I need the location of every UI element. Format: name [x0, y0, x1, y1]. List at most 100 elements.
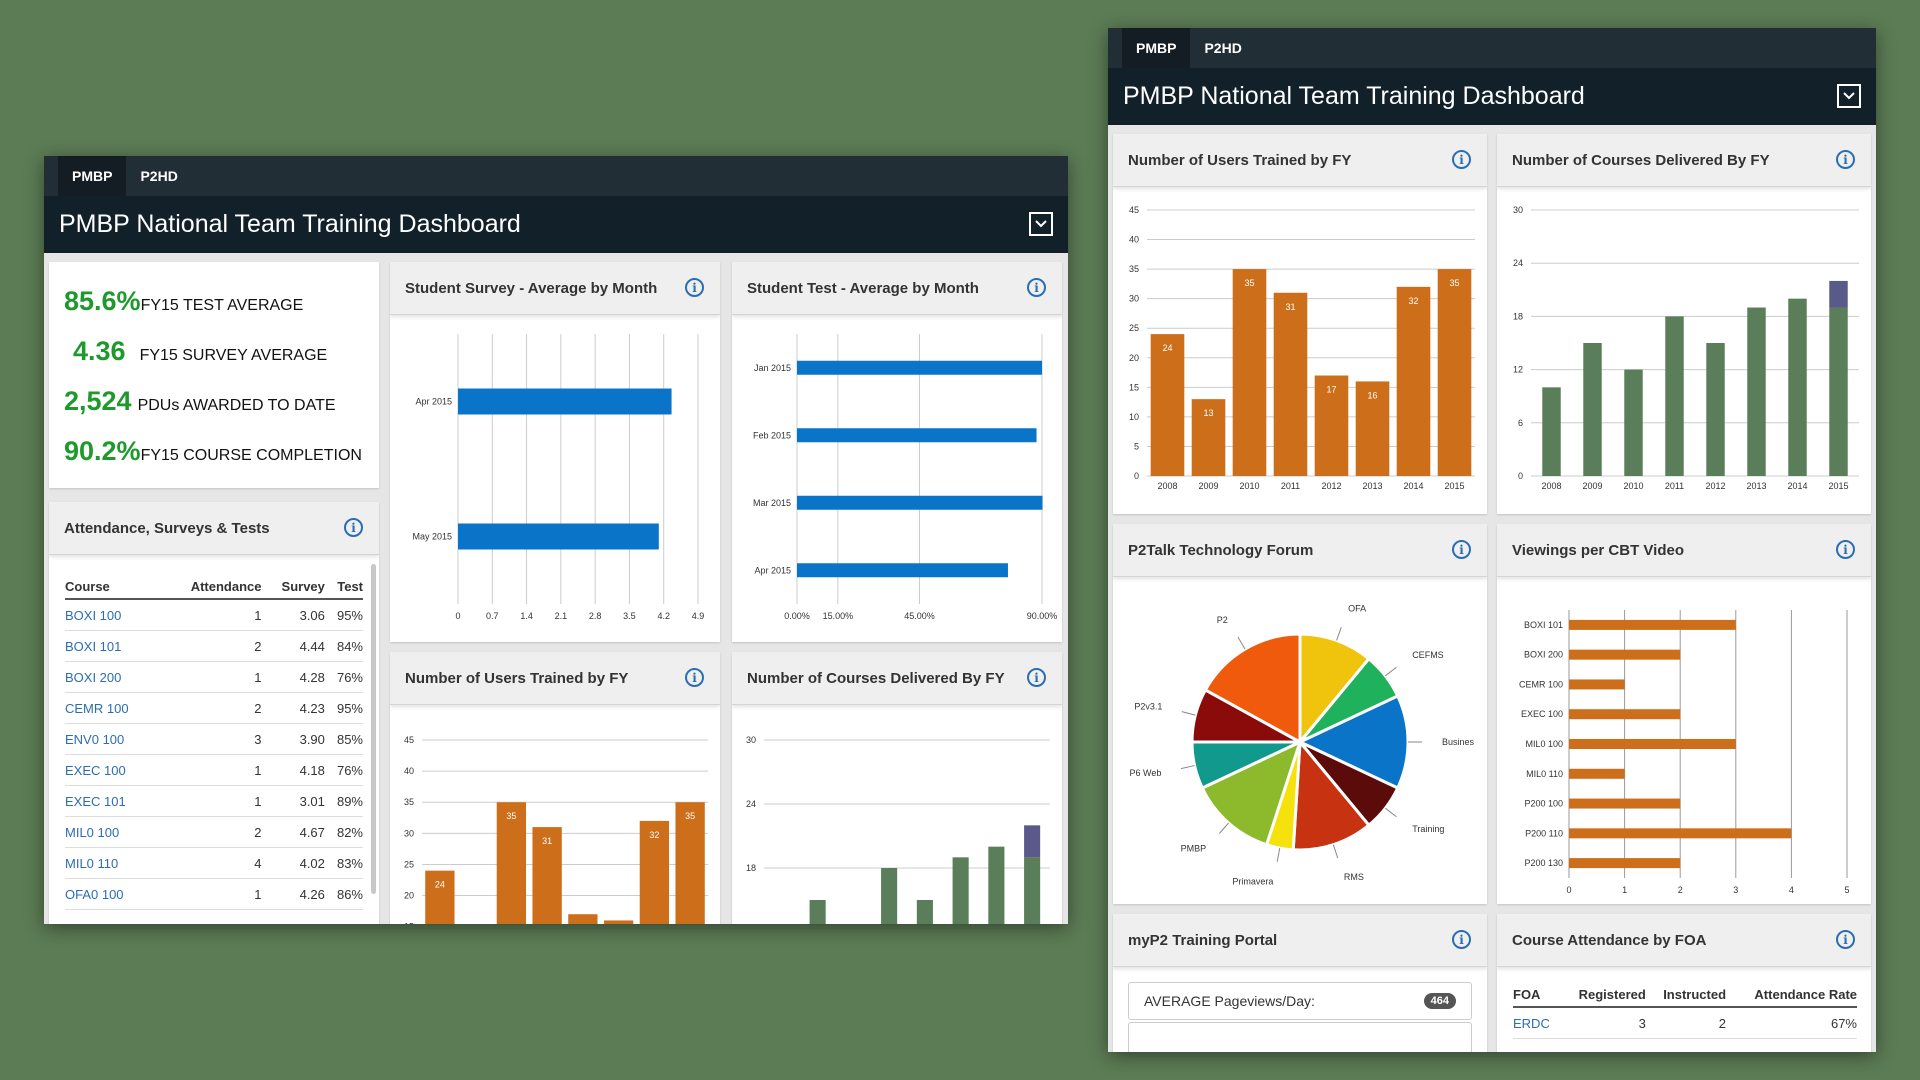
course-link[interactable]: CEMR 100 — [65, 692, 158, 724]
test-value: 86% — [324, 878, 363, 910]
info-icon[interactable]: i — [1836, 150, 1855, 169]
info-icon[interactable]: i — [1452, 150, 1471, 169]
x-tick-label: 2015 — [1444, 481, 1464, 491]
course-link[interactable]: BOXI 101 — [65, 630, 158, 662]
x-tick-label: 3.5 — [623, 611, 636, 621]
panel-header: Number of Users Trained by FY i — [1113, 134, 1487, 187]
col-test[interactable]: Test — [324, 568, 363, 600]
test-value: 76% — [324, 661, 363, 693]
bar — [1191, 399, 1226, 476]
course-link[interactable]: ENV0 100 — [65, 723, 158, 755]
info-icon[interactable]: i — [685, 668, 704, 687]
attendance-value: 2 — [157, 692, 262, 724]
scrollbar[interactable] — [371, 564, 376, 894]
stat-label: FY15 SURVEY AVERAGE — [139, 347, 328, 364]
bar — [603, 920, 634, 924]
collapse-button[interactable] — [1837, 84, 1861, 108]
col-attendance-rate[interactable]: Attendance Rate — [1726, 976, 1857, 1008]
info-icon[interactable]: i — [1027, 278, 1046, 297]
pie-leader-line — [1336, 627, 1342, 641]
col-attendance[interactable]: Attendance — [157, 568, 262, 600]
panel-header: Student Test - Average by Month i — [732, 262, 1062, 315]
collapse-button[interactable] — [1029, 212, 1053, 236]
bar — [1569, 858, 1681, 869]
tab-p2hd[interactable]: P2HD — [1204, 40, 1242, 56]
y-tick-label: 24 — [1513, 258, 1523, 268]
x-tick-label: 3 — [1733, 885, 1738, 895]
y-tick-label: 20 — [1129, 353, 1139, 363]
users-trained-panel: Number of Users Trained by FY i 0 5 10 15 20… — [1113, 134, 1487, 514]
course-link[interactable]: MIL0 100 — [65, 816, 158, 848]
bar — [916, 900, 933, 924]
panel-title: Student Survey - Average by Month — [405, 279, 658, 297]
y-tick-label: 30 — [1129, 294, 1139, 304]
data-label: 35 — [1449, 278, 1459, 288]
x-tick-label: 4.9 — [692, 611, 705, 621]
course-link[interactable]: MIL0 110 — [65, 847, 158, 879]
foa-link[interactable]: ERDC — [1513, 1007, 1561, 1039]
pie-slice — [1296, 694, 1410, 790]
bar — [797, 563, 1008, 578]
col-registered[interactable]: Registered — [1560, 976, 1646, 1008]
course-link[interactable]: BOXI 100 — [65, 599, 158, 631]
y-tick-label: CEMR 100 — [1519, 679, 1563, 689]
panel-header: Student Survey - Average by Month i — [390, 262, 720, 315]
bar — [1569, 649, 1681, 660]
info-icon[interactable]: i — [1027, 668, 1046, 687]
attendance-value: 3 — [157, 723, 262, 755]
pie-leader-line — [1276, 847, 1281, 862]
tab-p2hd[interactable]: P2HD — [140, 168, 178, 184]
panel-title: Number of Courses Delivered By FY — [747, 669, 1005, 687]
panel-header: Number of Users Trained by FY i — [390, 652, 720, 705]
col-foa[interactable]: FOA — [1513, 976, 1561, 1008]
survey-chart: 0 0.7 1.4 2.1 2.8 3.5 4.2 4.9 Apr 2015 May 2015 — [412, 334, 705, 621]
data-label: 35 — [1244, 278, 1254, 288]
x-tick-label: 2011 — [1281, 481, 1300, 491]
course-link[interactable]: EXEC 100 — [65, 754, 158, 786]
instructed-value: 2 — [1645, 1007, 1727, 1039]
x-tick-label: 5 — [1844, 885, 1849, 895]
pie-label: CEFMS — [1412, 650, 1444, 660]
survey-value: 4.26 — [261, 878, 325, 910]
y-tick-label: P200 110 — [1525, 828, 1563, 838]
col-survey[interactable]: Survey — [261, 568, 325, 600]
bar — [1624, 369, 1643, 476]
y-tick-label: 30 — [1513, 205, 1523, 215]
stat-pdus-awarded: 2,524 PDUs AWARDED TO DATE — [64, 386, 336, 417]
cbt-video-panel: Viewings per CBT Video i 0 1 2 3 4 5 BOXI 101 B… — [1497, 524, 1871, 904]
tab-pmbp[interactable]: PMBP — [1122, 28, 1191, 68]
y-tick-label: 0 — [1134, 471, 1139, 481]
stat-value: 85.6% — [64, 286, 141, 316]
courses-delivered-panel: Number of Courses Delivered By FY i 0 6 12… — [1497, 134, 1871, 514]
test-value: 84% — [324, 630, 363, 662]
info-icon[interactable]: i — [1836, 540, 1855, 559]
info-icon[interactable]: i — [1452, 540, 1471, 559]
panel-title: Viewings per CBT Video — [1512, 541, 1684, 559]
y-tick-label: 5 — [1134, 441, 1139, 451]
table-row: EXEC 100 1 4.18 76% — [65, 754, 363, 786]
col-course[interactable]: Course — [65, 568, 158, 600]
y-tick-label: MIL0 110 — [1526, 769, 1563, 779]
info-icon[interactable]: i — [1836, 930, 1855, 949]
bar — [496, 802, 527, 924]
forum-pie-chart: OFA CEFMS Busines Training RMS Primavera PMBP P… — [1130, 603, 1475, 886]
info-icon[interactable]: i — [1452, 930, 1471, 949]
stat-label: FY15 COURSE COMPLETION — [140, 447, 362, 464]
y-tick-label: MIL0 100 — [1525, 739, 1563, 749]
pie-leader-line — [1180, 765, 1195, 770]
bar — [1569, 798, 1681, 809]
tab-pmbp[interactable]: PMBP — [58, 156, 127, 196]
panel-header: Number of Courses Delivered By FY i — [732, 652, 1062, 705]
course-link[interactable]: BOXI 200 — [65, 661, 158, 693]
info-icon[interactable]: i — [344, 518, 363, 537]
bar — [1583, 343, 1602, 476]
test-value: 83% — [324, 847, 363, 879]
col-instructed[interactable]: Instructed — [1645, 976, 1727, 1008]
course-link[interactable]: EXEC 101 — [65, 785, 158, 817]
bar — [1232, 269, 1267, 476]
course-link[interactable]: OFA0 100 — [65, 878, 158, 910]
info-icon[interactable]: i — [685, 278, 704, 297]
panel-header: Number of Courses Delivered By FY i — [1497, 134, 1871, 187]
x-tick-label: 0.00% — [784, 611, 810, 621]
y-tick-label: 18 — [1513, 311, 1523, 321]
